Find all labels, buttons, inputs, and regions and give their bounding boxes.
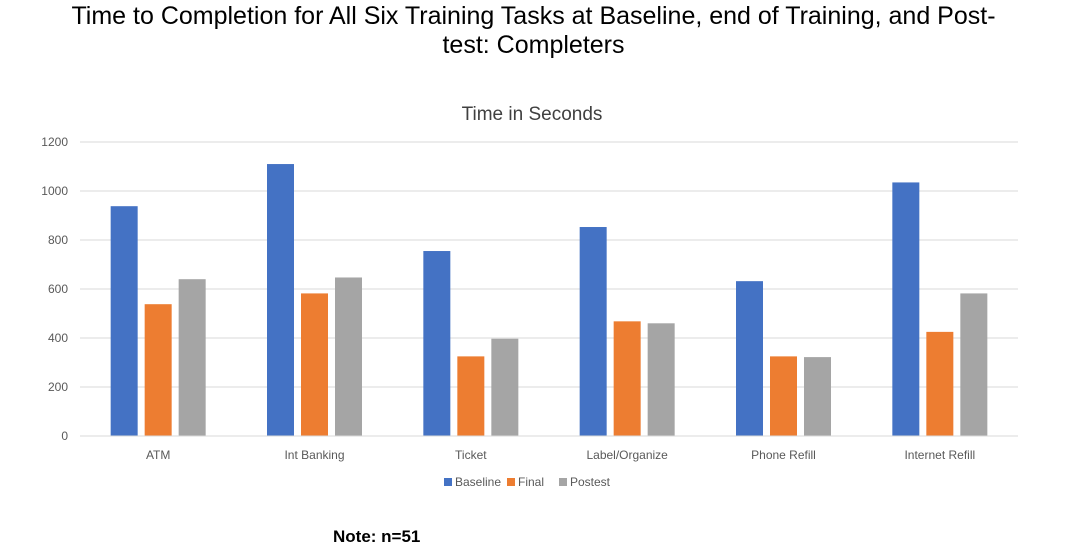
slide-title-line-2: test: Completers — [442, 31, 625, 59]
y-axis-ticks: 0 200 400 600 800 1000 1200 — [41, 135, 68, 443]
bar-baseline-4 — [736, 281, 763, 436]
sample-size-note: Note: n=51 — [333, 527, 421, 546]
y-tick-label: 800 — [48, 233, 68, 247]
legend-swatch-baseline — [444, 478, 452, 486]
y-tick-label: 0 — [61, 429, 68, 443]
bar-postest-5 — [960, 293, 988, 436]
legend-swatch-final — [507, 478, 515, 486]
bar-postest-1 — [335, 277, 362, 436]
x-axis-labels: ATM Int Banking Ticket Label/Organize Phone … — [146, 448, 975, 462]
y-tick-label: 600 — [48, 282, 68, 296]
x-tick-label: Label/Organize — [586, 448, 668, 462]
legend: Baseline Final Postest — [444, 475, 611, 489]
bar-postest-2 — [491, 338, 519, 436]
bars — [110, 164, 988, 437]
x-tick-label: Phone Refill — [751, 448, 816, 462]
chart-title: Time in Seconds — [462, 104, 603, 125]
bar-postest-3 — [647, 323, 675, 436]
bar-final-1 — [301, 293, 328, 436]
x-tick-label: Ticket — [455, 448, 487, 462]
bar-final-5 — [926, 331, 954, 436]
y-tick-label: 200 — [48, 380, 68, 394]
y-tick-label: 1200 — [41, 135, 68, 149]
x-tick-label: Int Banking — [284, 448, 344, 462]
x-tick-label: Internet Refill — [904, 448, 975, 462]
x-tick-label: ATM — [146, 448, 170, 462]
slide-title: Time to Completion for All Six Training … — [0, 2, 1067, 60]
gridlines — [80, 141, 1018, 388]
bar-postest-4 — [804, 357, 831, 436]
legend-label-postest: Postest — [570, 475, 611, 489]
bar-baseline-0 — [110, 206, 138, 436]
legend-label-final: Final — [518, 475, 544, 489]
bar-final-0 — [144, 304, 172, 436]
bar-baseline-1 — [267, 164, 294, 437]
bar-final-2 — [457, 356, 485, 436]
bar-final-4 — [770, 356, 797, 436]
y-tick-label: 1000 — [41, 184, 68, 198]
bar-final-3 — [613, 321, 641, 436]
bar-baseline-2 — [423, 251, 451, 436]
legend-label-baseline: Baseline — [455, 475, 501, 489]
legend-swatch-postest — [559, 478, 567, 486]
bar-baseline-5 — [892, 182, 920, 436]
bar-baseline-3 — [579, 227, 607, 436]
y-tick-label: 400 — [48, 331, 68, 345]
slide-title-line-1: Time to Completion for All Six Training … — [71, 2, 996, 30]
bar-postest-0 — [178, 279, 206, 436]
